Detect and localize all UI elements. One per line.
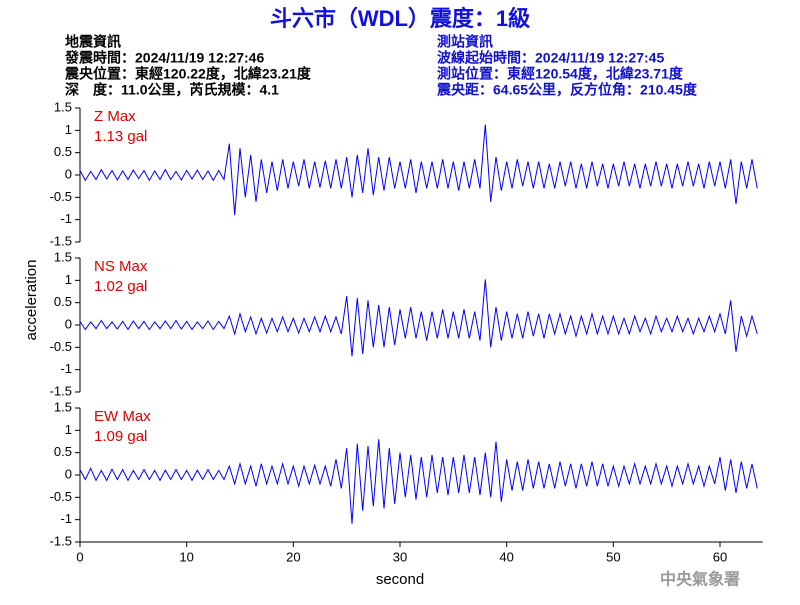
chart-title: 斗六市（WDL）震度：1級 <box>270 6 530 31</box>
y-tick-label: 1.5 <box>54 399 72 414</box>
y-tick-label: -1 <box>60 361 72 376</box>
y-tick-label: -1 <box>60 511 72 526</box>
footer: 中央氣象署 <box>660 570 740 589</box>
component-label: NS Max <box>94 258 148 275</box>
y-tick-label: -0.5 <box>50 489 72 504</box>
y-tick-label: 1 <box>65 122 72 137</box>
y-tick-label: 1.5 <box>54 249 72 264</box>
y-tick-label: -1.5 <box>50 533 72 548</box>
x-tick-label: 60 <box>713 549 727 564</box>
station-info: 測站資訊 <box>437 34 493 50</box>
y-tick-label: 0.5 <box>54 444 72 459</box>
y-tick-label: -0.5 <box>50 189 72 204</box>
x-tick-label: 40 <box>499 549 513 564</box>
y-axis-label: acceleration <box>23 260 40 341</box>
station-info: 波線起始時間：2024/11/19 12:27:45 <box>437 50 664 66</box>
y-tick-label: -0.5 <box>50 339 72 354</box>
event-info: 地震資訊 <box>65 34 121 50</box>
x-tick-label: 50 <box>606 549 620 564</box>
waveform <box>79 439 758 524</box>
y-tick-label: -1.5 <box>50 233 72 248</box>
y-tick-label: 1 <box>65 272 72 287</box>
y-tick-label: -1 <box>60 211 72 226</box>
max-label: 1.09 gal <box>94 428 147 445</box>
x-tick-label: 30 <box>393 549 407 564</box>
component-label: EW Max <box>94 408 151 425</box>
y-tick-label: 0 <box>65 316 72 331</box>
y-tick-label: -1.5 <box>50 383 72 398</box>
event-info: 震央位置：東經120.22度，北緯23.21度 <box>64 66 312 82</box>
event-info: 深 度：11.0公里，芮氏規模：4.1 <box>65 82 279 98</box>
x-tick-label: 20 <box>286 549 300 564</box>
x-tick-label: 0 <box>76 549 83 564</box>
y-tick-label: 1.5 <box>54 99 72 114</box>
y-tick-label: 0 <box>65 466 72 481</box>
component-label: Z Max <box>94 108 136 125</box>
event-info: 發震時間：2024/11/19 12:27:46 <box>64 50 264 66</box>
y-tick-label: 0 <box>65 166 72 181</box>
y-tick-label: 0.5 <box>54 294 72 309</box>
waveform <box>79 279 758 357</box>
x-axis-label: second <box>376 571 424 588</box>
waveform <box>79 124 758 216</box>
station-info: 震央距：64.65公里，反方位角：210.45度 <box>436 82 698 98</box>
max-label: 1.13 gal <box>94 128 147 145</box>
max-label: 1.02 gal <box>94 278 147 295</box>
x-tick-label: 10 <box>179 549 193 564</box>
station-info: 測站位置：東經120.54度，北緯23.71度 <box>437 66 684 82</box>
y-tick-label: 1 <box>65 422 72 437</box>
y-tick-label: 0.5 <box>54 144 72 159</box>
